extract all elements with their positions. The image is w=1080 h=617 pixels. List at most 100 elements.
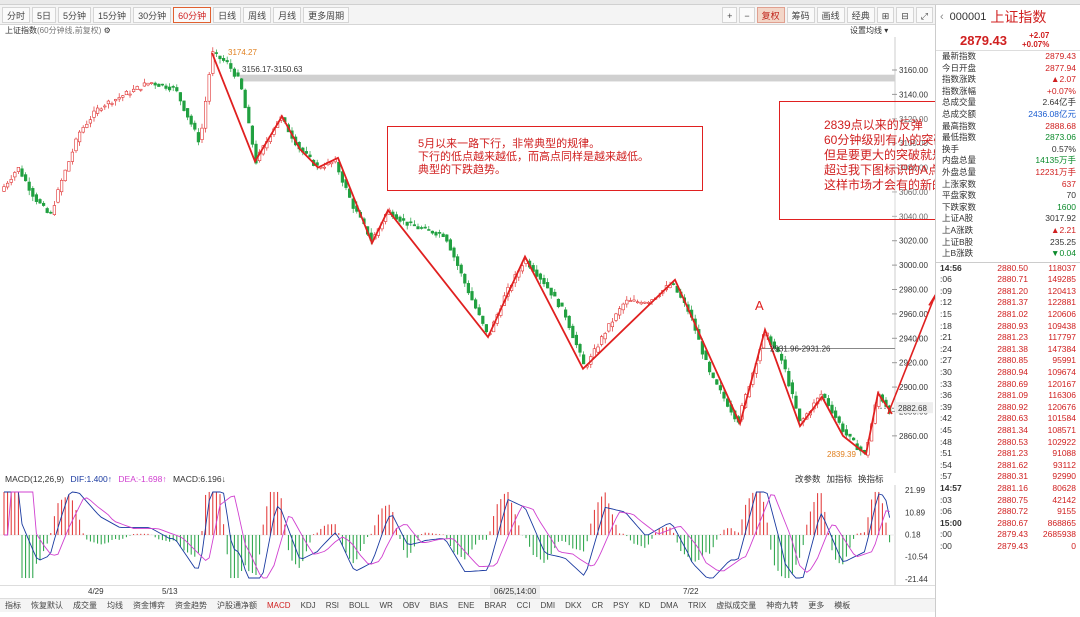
indicator-tab[interactable]: 资金趋势 [175, 601, 207, 610]
period-tab[interactable]: 更多周期 [303, 6, 350, 23]
indicator-tab[interactable]: TRIX [688, 601, 707, 610]
indicator-tab[interactable]: BOLL [349, 601, 370, 610]
indicator-tab[interactable]: 模板 [834, 601, 851, 610]
chart-tool-button[interactable]: ⊞ [876, 7, 895, 23]
indicator-tab[interactable]: CR [591, 601, 604, 610]
tick-row[interactable]: :06 2880.71 149285 [936, 274, 1080, 286]
period-tab[interactable]: 周线 [243, 6, 272, 23]
tick-row[interactable]: :27 2880.85 95991 [936, 355, 1080, 367]
candle-body [596, 346, 600, 353]
period-tab[interactable]: 30分钟 [133, 6, 172, 23]
tick-row[interactable]: :24 2881.38 147384 [936, 344, 1080, 356]
tick-price: 2881.16 [997, 482, 1028, 493]
candle-body [434, 232, 438, 236]
tick-row[interactable]: :36 2881.09 116306 [936, 390, 1080, 402]
tick-row[interactable]: :00 2879.43 2685938 [936, 529, 1080, 541]
period-tab[interactable]: 日线 [213, 6, 242, 23]
tick-volume: 120606 [1047, 309, 1076, 320]
candle-body [121, 95, 125, 98]
tick-row[interactable]: :39 2880.92 120676 [936, 402, 1080, 414]
candle-body [628, 300, 632, 302]
macd-option-button[interactable]: 改参数 [795, 474, 821, 484]
chart-tool-button[interactable]: ⊟ [896, 7, 914, 23]
indicator-tab[interactable]: KDJ [300, 601, 316, 610]
set-ma-button[interactable]: 设置均线 ▾ [850, 26, 889, 35]
period-tab[interactable]: 分时 [2, 6, 31, 23]
candle-body [617, 308, 622, 316]
period-tab[interactable]: 月线 [273, 6, 302, 23]
chart-tool-button[interactable]: ⤢ [915, 7, 933, 23]
tick-row[interactable]: :15 2881.02 120606 [936, 309, 1080, 321]
annotation-line: 但是要更大的突破就是要 [824, 148, 957, 162]
indicator-tab[interactable]: 指标 [5, 601, 21, 610]
indicator-tab[interactable]: RSI [325, 601, 340, 610]
indicator-tab[interactable]: BRAR [484, 601, 507, 610]
candle-body [85, 123, 89, 128]
indicator-tab[interactable]: KD [639, 601, 651, 610]
indicator-tab[interactable]: 资金博弈 [133, 601, 165, 610]
tick-row[interactable]: :18 2880.93 109438 [936, 321, 1080, 333]
indicator-tab[interactable]: 虚拟成交量 [716, 601, 757, 610]
indicator-tab[interactable]: CCI [516, 601, 531, 610]
tick-row[interactable]: :00 2879.43 0 [936, 541, 1080, 553]
collapse-icon[interactable]: ‹ [940, 11, 944, 23]
chart-tool-button[interactable]: 经典 [846, 7, 875, 23]
indicator-tab[interactable]: WR [379, 601, 393, 610]
tick-row[interactable]: 15:00 2880.67 868865 [936, 518, 1080, 530]
tick-row[interactable]: :54 2881.62 93112 [936, 460, 1080, 472]
candle-body [625, 299, 629, 305]
stat-label: 上A涨跌 [942, 224, 974, 235]
period-tab[interactable]: 60分钟 [173, 6, 212, 23]
candle-body [38, 199, 42, 204]
tick-row[interactable]: :09 2881.20 120413 [936, 286, 1080, 298]
chart-tool-button[interactable]: 复权 [756, 7, 785, 23]
tick-row[interactable]: :03 2880.75 42142 [936, 495, 1080, 507]
tick-row[interactable]: :45 2881.34 108571 [936, 425, 1080, 437]
indicator-tab[interactable]: OBV [402, 601, 420, 610]
tick-row[interactable]: 14:57 2881.16 80628 [936, 483, 1080, 495]
stat-row: 最低指数 2873.06 [936, 132, 1080, 144]
tick-time: :24 [940, 343, 952, 354]
period-tab[interactable]: 5分钟 [58, 6, 92, 23]
indicator-tab[interactable]: DMI [540, 601, 556, 610]
kline-chart[interactable]: 3160.00 3140.00 3120.00 3100.00 3080.00 3060.… [0, 37, 935, 473]
indicator-tab[interactable]: 均线 [107, 601, 123, 610]
period-tab[interactable]: 5日 [32, 6, 57, 23]
indicator-tab[interactable]: DKX [565, 601, 582, 610]
tick-list[interactable]: 14:56 2880.50 118037:06 2880.71 149285:09 288… [936, 261, 1080, 553]
macd-option-button[interactable]: 加指标 [826, 474, 853, 484]
indicator-tab[interactable]: 更多 [808, 601, 825, 610]
tick-row[interactable]: :57 2880.31 92990 [936, 471, 1080, 483]
indicator-tab[interactable]: ENE [457, 601, 475, 610]
tick-row[interactable]: :51 2881.23 91088 [936, 448, 1080, 460]
tick-row[interactable]: :21 2881.23 117797 [936, 332, 1080, 344]
macd-chart[interactable]: 21.99 10.89 0.18 -10.54 -21.44 [0, 485, 935, 585]
quote-panel: ‹ 000001 上证指数 2879.43 +2.07 +0.07% 最新指数 28… [935, 5, 1080, 617]
tick-row[interactable]: :42 2880.63 101584 [936, 413, 1080, 425]
tick-row[interactable]: :06 2880.72 9155 [936, 506, 1080, 518]
indicator-tab[interactable]: MACD [267, 601, 291, 610]
tick-row[interactable]: :33 2880.69 120167 [936, 379, 1080, 391]
dea-line [4, 491, 890, 579]
chart-tool-button[interactable]: + [722, 7, 738, 23]
tick-row[interactable]: :12 2881.37 122881 [936, 297, 1080, 309]
chart-tool-button[interactable]: − [739, 7, 755, 23]
macd-option-button[interactable]: 换指标 [858, 474, 884, 484]
candle-body [779, 353, 784, 361]
chart-tool-button[interactable]: 筹码 [786, 7, 815, 23]
indicator-tab[interactable]: BIAS [429, 601, 448, 610]
macd-axis-label: -21.44 [905, 575, 928, 584]
tick-row[interactable]: :48 2880.53 102922 [936, 437, 1080, 449]
indicator-tab[interactable]: 恢复默认 [31, 601, 63, 610]
indicator-tab[interactable]: 神奇九转 [766, 601, 799, 610]
stat-value: 235.25 [1050, 236, 1076, 247]
stat-label: 换手 [942, 143, 960, 154]
indicator-tab[interactable]: 成交量 [73, 601, 97, 610]
indicator-tab[interactable]: PSY [613, 601, 630, 610]
indicator-tab[interactable]: DMA [660, 601, 679, 610]
tick-row[interactable]: 14:56 2880.50 118037 [936, 263, 1080, 275]
chart-tool-button[interactable]: 画线 [816, 7, 845, 23]
tick-row[interactable]: :30 2880.94 109674 [936, 367, 1080, 379]
period-tab[interactable]: 15分钟 [93, 6, 132, 23]
indicator-tab[interactable]: 沪股通净额 [217, 601, 257, 610]
